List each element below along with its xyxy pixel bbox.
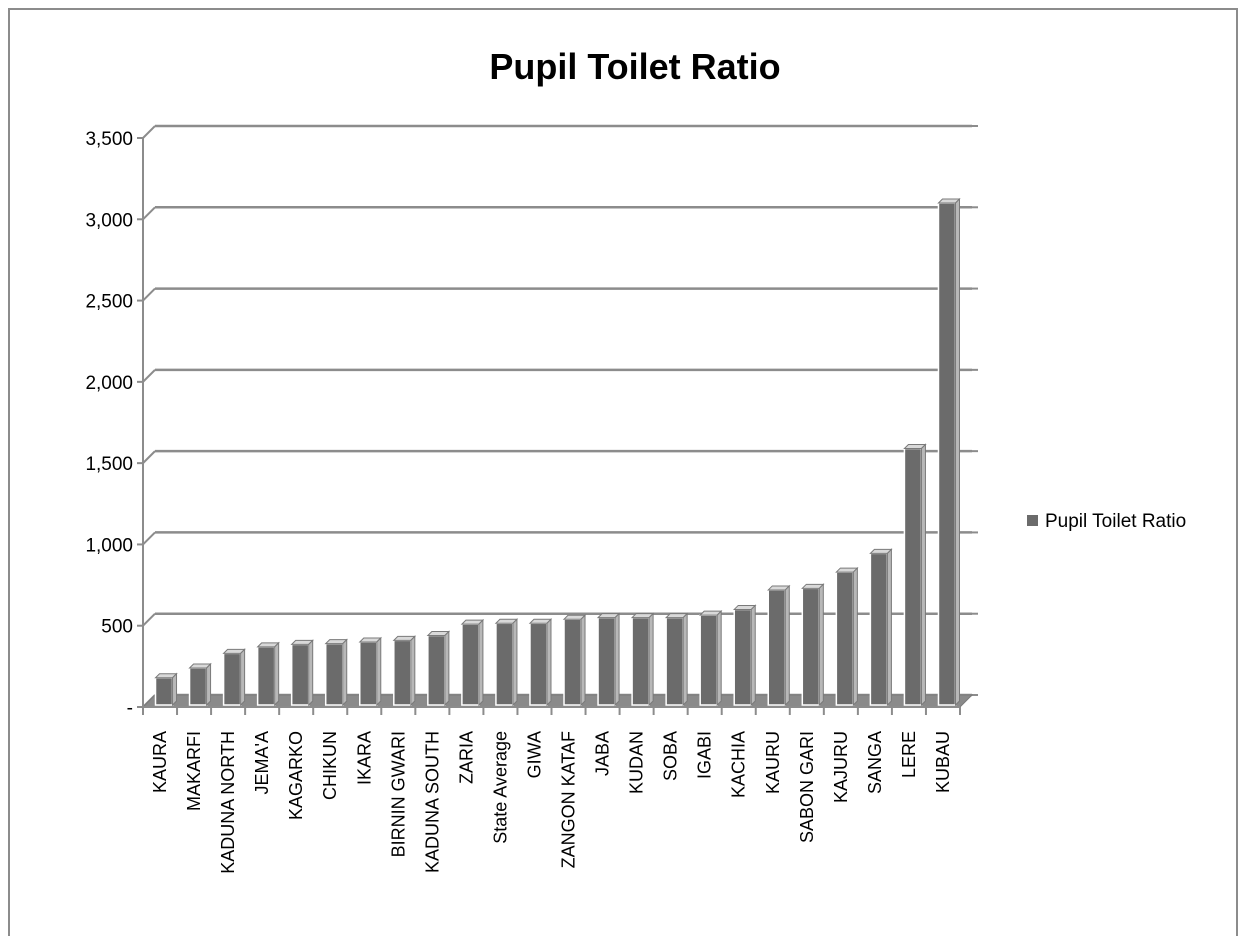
x-tick-label: KAURA	[150, 731, 170, 793]
bar	[767, 589, 787, 706]
x-tick-label: KUDAN	[627, 731, 647, 794]
x-tick-label: JEMA'A	[252, 731, 272, 794]
axis-layer	[137, 125, 978, 715]
gridline-side	[142, 613, 156, 627]
bar-side	[580, 614, 586, 707]
bar	[461, 623, 480, 706]
y-tick-label: 2,500	[85, 292, 133, 313]
label-layer: - 500 1,000 1,500 2,000 2,500 3,000 3,500 KAURA M…	[85, 129, 953, 874]
legend-swatch	[1027, 515, 1038, 526]
bar-side	[614, 612, 620, 707]
bar	[495, 622, 514, 706]
bar-side	[410, 635, 416, 707]
bar-layer	[154, 197, 961, 707]
bar	[665, 616, 684, 706]
bar	[699, 614, 718, 706]
bar-side	[512, 618, 518, 707]
x-tick-label: SANGA	[865, 731, 885, 794]
x-tick-label: SABON GARI	[797, 731, 817, 843]
x-tick-label: IKARA	[354, 731, 374, 785]
bar	[529, 622, 548, 706]
gridline-side	[142, 450, 156, 464]
y-tick-label: 500	[101, 617, 133, 638]
y-tick-label: 3,000	[85, 210, 133, 231]
x-tick-label: GIWA	[524, 731, 544, 778]
bar-side	[478, 618, 484, 707]
legend-label: Pupil Toilet Ratio	[1045, 511, 1186, 532]
x-tick-label: KAGARKO	[286, 731, 306, 820]
bar-side	[206, 662, 212, 707]
x-tick-label: KAJURU	[831, 731, 851, 803]
bar-side	[954, 197, 960, 707]
x-tick-label: KAURU	[763, 731, 783, 794]
bar-side	[648, 612, 654, 707]
bar-side	[750, 604, 756, 707]
x-tick-label: LERE	[899, 731, 919, 778]
x-tick-label: JABA	[593, 731, 613, 776]
bar	[427, 634, 446, 706]
bar-side	[886, 548, 892, 707]
y-tick-label: 1,500	[85, 454, 133, 475]
x-tick-label: KADUNA SOUTH	[422, 731, 442, 873]
bar	[869, 552, 889, 706]
bar-side	[682, 612, 688, 707]
y-tick-label: 3,500	[85, 129, 133, 150]
bar-side	[240, 648, 246, 707]
bar-side	[784, 584, 790, 707]
bar	[393, 639, 412, 706]
x-tick-label: State Average	[490, 731, 510, 844]
bar-side	[342, 638, 348, 707]
bar	[359, 641, 378, 706]
bar	[256, 646, 276, 706]
bar	[631, 616, 650, 706]
bar-side	[920, 443, 926, 707]
gridline-side	[142, 125, 156, 139]
x-tick-label: ZARIA	[456, 731, 476, 784]
chart-frame	[8, 8, 1238, 936]
bar-side	[274, 641, 280, 707]
bar	[290, 643, 310, 706]
bar-side	[376, 636, 382, 707]
bar	[597, 616, 616, 706]
x-tick-label: CHIKUN	[320, 731, 340, 800]
bar	[801, 587, 821, 706]
gridline-side	[142, 287, 156, 302]
bar-side	[546, 618, 552, 707]
x-tick-label: SOBA	[661, 731, 681, 781]
gridline-side	[142, 531, 156, 546]
gridline-side	[142, 369, 156, 383]
bar	[563, 618, 582, 706]
y-tick-label: 2,000	[85, 373, 133, 394]
x-tick-label: KACHIA	[729, 731, 749, 798]
bar-side	[444, 630, 450, 707]
gridline-side	[142, 206, 156, 220]
bar	[154, 676, 174, 706]
bar	[324, 642, 344, 706]
x-tick-label: KADUNA NORTH	[218, 731, 238, 874]
y-tick-label: 1,000	[85, 535, 133, 556]
bar	[188, 667, 208, 706]
bar	[733, 608, 752, 706]
y-tick-label: -	[127, 698, 133, 719]
bar	[903, 447, 923, 706]
bar	[222, 652, 242, 706]
bar-side	[308, 639, 314, 707]
legend: Pupil Toilet Ratio	[1027, 511, 1186, 532]
x-tick-label: MAKARFI	[184, 731, 204, 811]
chart-title: Pupil Toilet Ratio	[489, 46, 780, 87]
bar	[835, 571, 855, 706]
x-tick-label: ZANGON KATAF	[559, 731, 579, 868]
bar	[937, 202, 957, 706]
bar-side	[818, 583, 824, 707]
x-tick-label: KUBAU	[933, 731, 953, 793]
x-tick-label: BIRNIN GWARI	[388, 731, 408, 857]
bar-side	[172, 672, 178, 707]
bar-side	[716, 609, 722, 707]
bar-side	[852, 566, 858, 707]
x-tick-label: IGABI	[695, 731, 715, 779]
